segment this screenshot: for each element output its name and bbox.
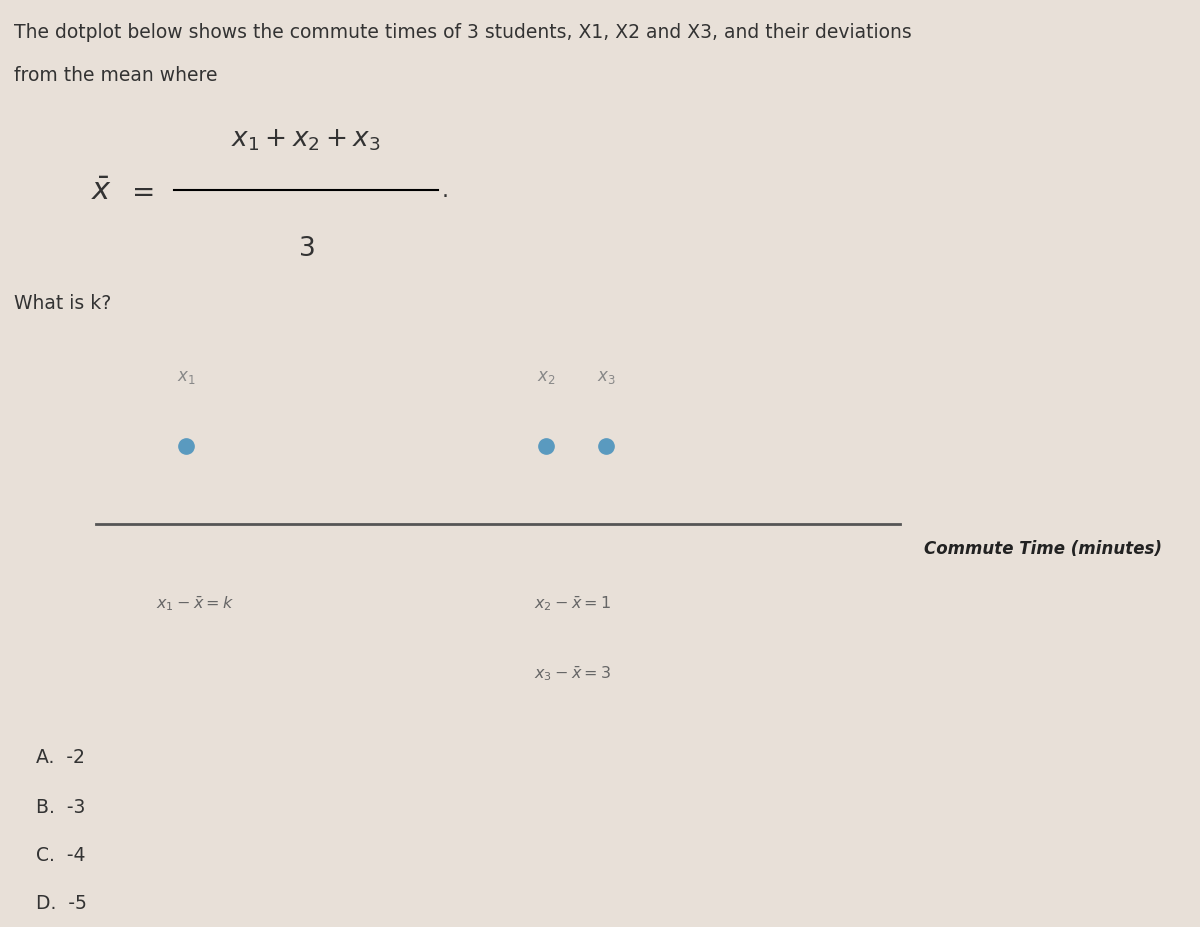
Text: What is k?: What is k? xyxy=(14,294,112,312)
Text: $x_1$: $x_1$ xyxy=(176,368,196,386)
Text: $x_1 + x_2 + x_3$: $x_1 + x_2 + x_3$ xyxy=(232,127,380,153)
Text: Commute Time (minutes): Commute Time (minutes) xyxy=(924,540,1162,557)
Text: $=$: $=$ xyxy=(126,177,154,204)
Text: $x_3 - \bar{x} = 3$: $x_3 - \bar{x} = 3$ xyxy=(534,663,611,682)
Text: $x_3$: $x_3$ xyxy=(596,368,616,386)
Text: $\bar{x}$: $\bar{x}$ xyxy=(91,175,113,207)
Text: C.  -4: C. -4 xyxy=(36,844,85,864)
Text: .: . xyxy=(442,181,449,201)
Text: $x_2 - \bar{x} = 1$: $x_2 - \bar{x} = 1$ xyxy=(534,593,611,612)
Text: The dotplot below shows the commute times of 3 students, X1, X2 and X3, and thei: The dotplot below shows the commute time… xyxy=(14,23,912,42)
Text: A.  -2: A. -2 xyxy=(36,747,85,767)
Text: $3$: $3$ xyxy=(298,236,314,260)
Text: from the mean where: from the mean where xyxy=(14,66,218,84)
Text: $x_1 - \bar{x} = k$: $x_1 - \bar{x} = k$ xyxy=(156,593,234,612)
Text: D.  -5: D. -5 xyxy=(36,893,86,911)
Text: B.  -3: B. -3 xyxy=(36,797,85,816)
Text: $x_2$: $x_2$ xyxy=(536,368,556,386)
